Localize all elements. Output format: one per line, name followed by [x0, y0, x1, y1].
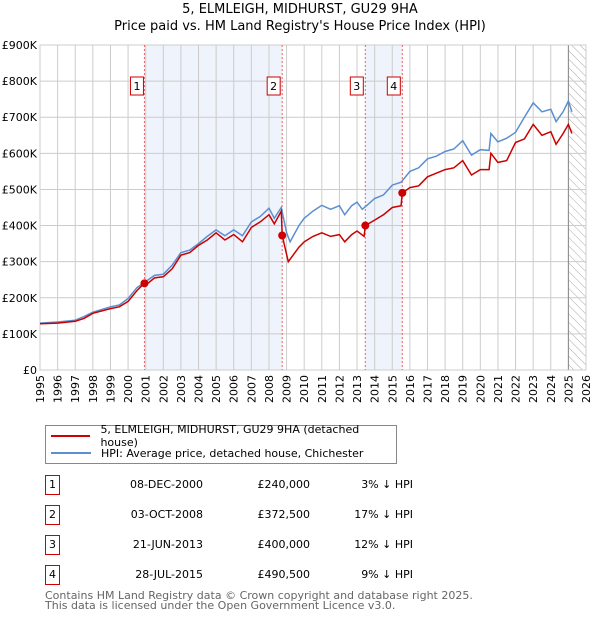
blue-line-swatch	[51, 452, 91, 454]
legend-item-property: 5, ELMLEIGH, MIDHURST, GU29 9HA (detache…	[46, 423, 396, 449]
y-tick-label: £700K	[2, 111, 38, 124]
x-tick-label: 2007	[245, 375, 258, 403]
y-tick-label: £0	[23, 364, 37, 377]
x-tick-label: 2015	[386, 375, 399, 403]
x-tick-label: 1998	[87, 375, 100, 403]
x-tick-label: 2002	[157, 375, 170, 403]
transaction-price: £372,500	[257, 508, 311, 521]
y-tick-label: £200K	[2, 292, 38, 305]
x-tick-label: 2008	[263, 375, 276, 403]
transaction-number-badge: 4	[45, 565, 60, 585]
y-tick-label: £400K	[2, 220, 38, 233]
hpi-series-line	[39, 99, 573, 324]
y-tick-label: £800K	[2, 75, 38, 88]
x-tick-label: 2000	[122, 375, 135, 403]
x-tick-label: 2001	[140, 375, 153, 403]
sale-label: 3	[353, 80, 360, 93]
x-tick-label: 2009	[281, 375, 294, 403]
x-tick-label: 2017	[421, 375, 434, 403]
transaction-hpi-diff: 12% ↓ HPI	[354, 538, 413, 551]
transaction-row: 4 28-JUL-2015 £490,500 9% ↓ HPI	[45, 565, 445, 585]
sale-label-box	[349, 76, 364, 96]
transaction-number-badge: 1	[45, 475, 60, 495]
transaction-number-badge: 2	[45, 505, 60, 525]
transaction-price: £490,500	[257, 568, 311, 581]
x-tick-label: 1996	[52, 375, 65, 403]
sale-point	[361, 221, 370, 230]
transaction-price: £400,000	[257, 538, 311, 551]
transaction-row: 1 08-DEC-2000 £240,000 3% ↓ HPI	[45, 475, 445, 495]
y-tick-label: £100K	[2, 328, 38, 341]
x-tick-label: 2018	[439, 375, 452, 403]
red-line-swatch	[51, 435, 91, 437]
x-tick-label: 1997	[69, 375, 82, 403]
chart-title: Price paid vs. HM Land Registry's House …	[114, 19, 486, 34]
sale-period-shading	[144, 45, 283, 370]
sale-period-shading	[365, 45, 403, 370]
x-tick-label: 2012	[333, 375, 346, 403]
y-tick-label: £500K	[2, 183, 38, 196]
x-tick-label: 2016	[404, 375, 417, 403]
x-tick-label: 2023	[527, 375, 540, 403]
chart-title-address: 5, ELMLEIGH, MIDHURST, GU29 9HA	[182, 2, 418, 17]
y-tick-label: £300K	[2, 256, 38, 269]
sale-label-box	[266, 76, 281, 96]
transaction-date: 28-JUL-2015	[135, 568, 203, 581]
transaction-row: 3 21-JUN-2013 £400,000 12% ↓ HPI	[45, 535, 445, 555]
x-tick-label: 1999	[104, 375, 117, 403]
legend-label: HPI: Average price, detached house, Chic…	[101, 446, 364, 460]
x-tick-label: 1995	[34, 375, 47, 403]
legend-item-hpi: HPI: Average price, detached house, Chic…	[46, 445, 363, 461]
x-tick-label: 2010	[298, 375, 311, 403]
y-tick-label: £900K	[2, 39, 38, 52]
property-series-line	[39, 122, 573, 325]
legend: 5, ELMLEIGH, MIDHURST, GU29 9HA (detache…	[45, 423, 397, 464]
footer: Contains HM Land Registry data © Crown c…	[45, 589, 473, 612]
price-chart: 1995 1996 1997 1998 1999 2000 2001 2002 2003 2004…	[2, 39, 593, 403]
transaction-row: 2 03-OCT-2008 £372,500 17% ↓ HPI	[45, 505, 445, 525]
transaction-date: 03-OCT-2008	[130, 508, 203, 521]
plot-frame	[39, 44, 587, 371]
sale-label: 4	[390, 80, 397, 93]
sale-label-box	[129, 76, 144, 96]
transaction-price: £240,000	[257, 478, 311, 491]
transaction-hpi-diff: 17% ↓ HPI	[354, 508, 413, 521]
sale-point	[140, 279, 149, 288]
sale-label-box	[386, 76, 401, 96]
footer-licence: This data is licensed under the Open Gov…	[45, 599, 396, 612]
y-tick-label: £600K	[2, 147, 38, 160]
transaction-hpi-diff: 9% ↓ HPI	[361, 568, 413, 581]
sale-point	[398, 188, 407, 197]
x-tick-label: 2019	[457, 375, 470, 403]
footer-copyright: Contains HM Land Registry data © Crown c…	[45, 589, 473, 602]
x-tick-label: 2022	[510, 375, 523, 403]
x-tick-label: 2014	[369, 375, 382, 403]
x-tick-label: 2005	[210, 375, 223, 403]
x-tick-label: 2021	[492, 375, 505, 403]
x-tick-label: 2011	[316, 375, 329, 403]
x-tick-label: 2024	[545, 375, 558, 403]
sale-point	[278, 231, 287, 240]
x-tick-label: 2026	[580, 375, 593, 403]
x-tick-label: 2003	[175, 375, 188, 403]
transaction-hpi-diff: 3% ↓ HPI	[361, 478, 413, 491]
legend-label: 5, ELMLEIGH, MIDHURST, GU29 9HA (detache…	[100, 423, 360, 449]
transaction-number-badge: 3	[45, 535, 60, 555]
sale-label: 2	[270, 80, 277, 93]
x-tick-label: 2025	[562, 375, 575, 403]
x-tick-label: 2006	[228, 375, 241, 403]
transaction-date: 08-DEC-2000	[129, 478, 203, 491]
forecast-hatch	[568, 45, 586, 370]
x-tick-label: 2020	[474, 375, 487, 403]
sale-label: 1	[133, 80, 140, 93]
transaction-date: 21-JUN-2013	[132, 538, 203, 551]
x-tick-label: 2004	[193, 375, 206, 403]
x-tick-label: 2013	[351, 375, 364, 403]
